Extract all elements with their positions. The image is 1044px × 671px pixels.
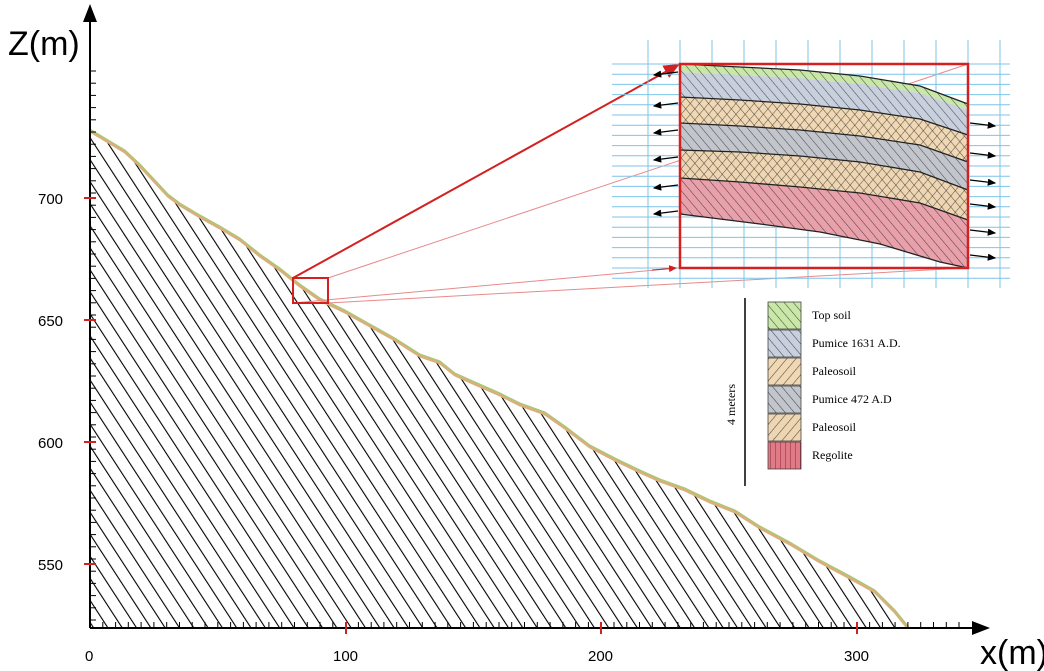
legend-label: Pumice 1631 A.D. <box>812 336 901 350</box>
legend-item: Pumice 1631 A.D. <box>767 329 901 358</box>
x-tick-label: 300 <box>844 648 869 665</box>
inset-detail <box>612 40 1010 288</box>
z-tick-label: 650 <box>38 313 63 330</box>
slope-body <box>89 128 910 629</box>
z-axis-major-ticks <box>84 197 96 565</box>
legend-item: Regolite <box>767 441 853 470</box>
x-axis-minor-ticks <box>89 622 960 628</box>
x-axis-major-ticks <box>345 622 858 634</box>
x-tick-label: 0 <box>85 648 93 665</box>
inset-legend: 4 meters Top soil Pumice 1631 A.D. Paleoso… <box>724 298 901 486</box>
legend-label: Regolite <box>812 448 853 462</box>
z-tick-label: 700 <box>38 191 63 208</box>
zoom-source-box <box>292 277 329 304</box>
legend-item: Top soil <box>767 301 851 330</box>
legend-label: Paleosoil <box>812 420 857 434</box>
x-tick-label: 100 <box>333 648 358 665</box>
legend-item: Paleosoil <box>767 357 857 386</box>
legend-item: Pumice 472 A.D <box>767 385 892 414</box>
x-tick-label: 200 <box>588 648 613 665</box>
scale-bar-label: 4 meters <box>724 384 738 425</box>
inset-frame <box>678 62 970 270</box>
z-tick-label: 600 <box>38 435 63 452</box>
legend-label: Pumice 472 A.D <box>812 392 892 406</box>
x-axis-title: x(m) <box>980 634 1044 671</box>
legend-label: Top soil <box>812 308 851 322</box>
z-axis-title: Z(m) <box>8 25 80 63</box>
legend-item: Paleosoil <box>767 413 857 442</box>
legend-label: Paleosoil <box>812 364 857 378</box>
z-tick-label: 550 <box>38 557 63 574</box>
x-axis <box>90 621 990 635</box>
surface-soil-line <box>89 129 910 629</box>
z-axis-minor-ticks <box>90 70 96 621</box>
boundary-flow-arrows <box>651 70 997 273</box>
